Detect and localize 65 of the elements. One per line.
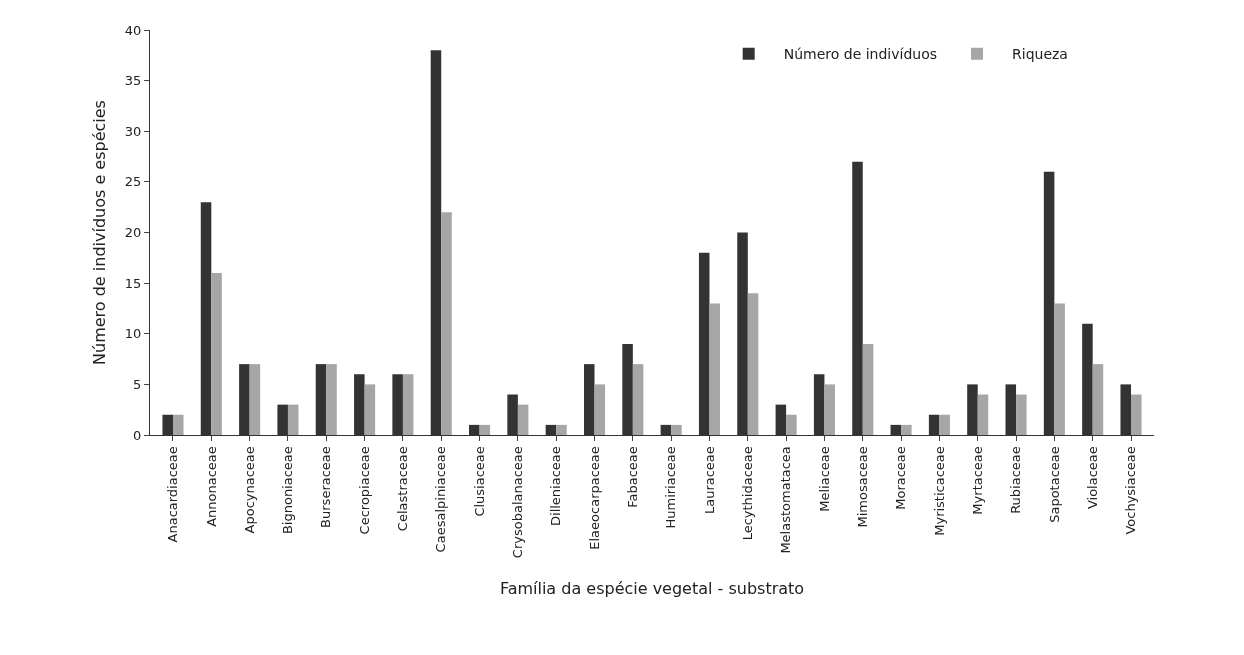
x-tick-label: Lecythidaceae — [740, 446, 756, 541]
bar — [441, 212, 452, 435]
bar — [747, 293, 759, 435]
bar — [517, 404, 529, 435]
x-tick-label: Violaceae — [1084, 446, 1100, 510]
bar — [594, 384, 606, 435]
bar — [824, 384, 835, 435]
x-tick-label: Burseraceae — [318, 446, 334, 528]
x-tick-label: Apocynaceae — [241, 446, 257, 534]
bar — [1016, 394, 1027, 435]
bar — [671, 424, 682, 435]
bar — [402, 374, 414, 435]
bar — [1131, 394, 1142, 435]
bar — [939, 414, 950, 435]
x-tick-label: Annonaceae — [203, 446, 219, 527]
x-tick-label: Lauraceae — [701, 446, 717, 515]
x-tick-label: Anacardiaceae — [165, 446, 181, 543]
bar — [172, 414, 184, 435]
bar — [632, 364, 644, 435]
legend-label: Número de indivíduos — [783, 46, 938, 63]
x-tick-label: Vochysiaceae — [1123, 446, 1139, 535]
x-tick-label: Humiriaceae — [663, 446, 679, 529]
bar — [1054, 303, 1065, 435]
y-tick-label: 10 — [124, 326, 142, 342]
y-tick-label: 35 — [124, 73, 142, 89]
bar — [862, 343, 874, 435]
legend-label: Riqueza — [1012, 46, 1068, 63]
x-tick-label: Moraceae — [893, 446, 909, 510]
y-tick-label: 40 — [124, 22, 142, 38]
bar — [556, 424, 567, 435]
x-tick-label: Rubiaceae — [1008, 446, 1024, 514]
bar — [709, 303, 721, 435]
y-tick-label: 15 — [124, 275, 142, 291]
y-tick-label: 5 — [133, 376, 142, 392]
bar — [977, 394, 989, 435]
y-tick-label: 20 — [124, 225, 142, 241]
bar — [479, 424, 491, 435]
y-tick-label: 30 — [124, 123, 142, 139]
y-tick-label: 25 — [124, 174, 142, 190]
x-tick-label: Elaeocarpaceae — [586, 446, 602, 550]
y-axis-title: Número de indivíduos e espécies — [89, 100, 109, 365]
y-tick-label: 0 — [133, 427, 142, 443]
x-tick-label: Myristicaceae — [931, 446, 947, 536]
bar — [326, 364, 337, 435]
x-tick-label: Bignoniaceae — [280, 446, 296, 535]
x-tick-label: Caesalpiniaceae — [433, 446, 449, 553]
x-tick-label: Mimosaceae — [854, 446, 870, 528]
bar — [287, 404, 299, 435]
bar — [364, 384, 376, 435]
bar — [786, 414, 797, 435]
x-tick-label: Sapotaceae — [1046, 446, 1062, 523]
x-tick-label: Crysobalanaceae — [510, 446, 526, 559]
x-axis-title: Família da espécie vegetal - substrato — [499, 578, 805, 598]
bar — [249, 364, 261, 435]
x-tick-label: Fabaceae — [625, 446, 641, 508]
x-tick-label: Myrtaceae — [969, 446, 985, 515]
x-tick-label: Clusiaceae — [471, 446, 487, 517]
bar — [1092, 364, 1104, 435]
x-tick-label: Celastraceae — [395, 446, 411, 532]
x-tick-label: Dilleniaceae — [548, 446, 564, 526]
x-tick-label: Cecropiaceae — [356, 446, 372, 535]
bar — [901, 424, 912, 435]
bar — [211, 273, 222, 435]
x-tick-label: Melastomatacea — [778, 446, 794, 554]
x-tick-label: Meliaceae — [816, 446, 832, 512]
